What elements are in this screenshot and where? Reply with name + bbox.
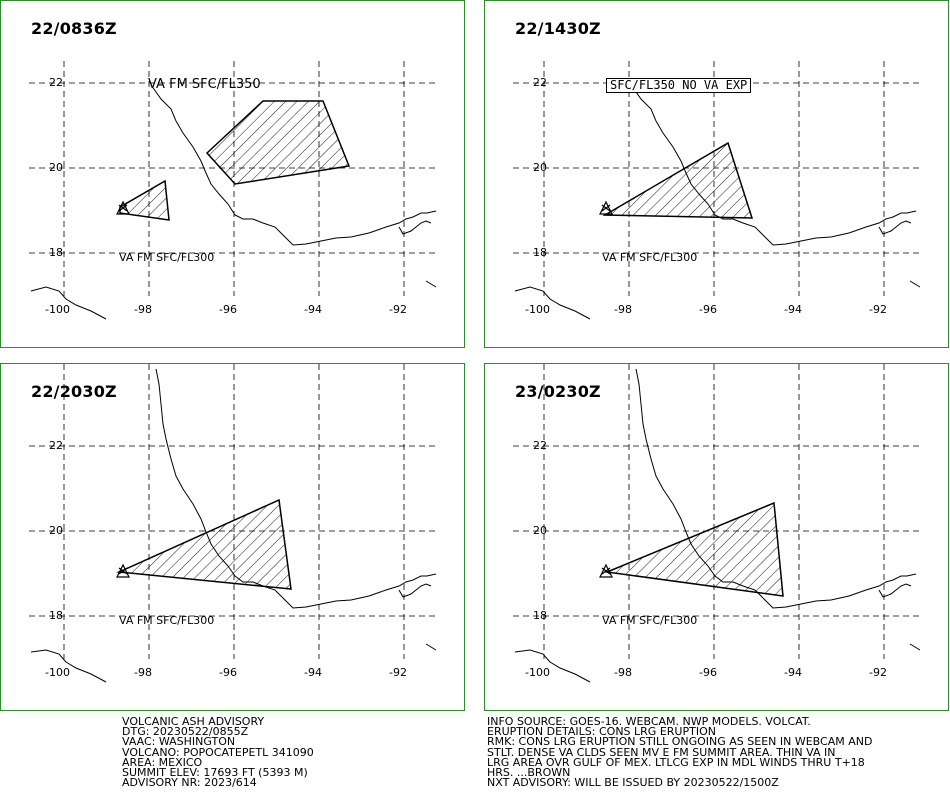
lon-label: -96 [699,303,717,316]
lat-label: 18 [49,246,63,259]
advisory-header-block: VOLCANIC ASH ADVISORY DTG: 20230522/0855… [122,715,314,790]
lon-label: -96 [219,666,237,679]
lon-label: -98 [614,666,632,679]
map-canvas [513,364,921,683]
panel-title: 22/1430Z [515,19,601,38]
advisory-line: RMK: CONS LRG ERUPTION STILL ONGOING AS … [487,735,873,749]
advisory-line: HRS. ...BROWN [487,766,571,780]
lon-label: -98 [134,303,152,316]
map-panel-3: 22/2030Z 22 20 18 -100 -98 -96 -94 -92 V… [0,363,465,711]
map-panel-4: 23/0230Z 22 20 18 -100 -98 -96 -94 -92 V… [484,363,949,711]
advisory-line: VAAC: WASHINGTON [122,735,236,749]
lon-label: -100 [45,303,70,316]
lon-label: -100 [525,303,550,316]
lat-label: 22 [49,439,63,452]
lon-label: -92 [869,303,887,316]
map-canvas [29,61,437,320]
lat-label: 18 [533,609,547,622]
lon-label: -94 [784,303,802,316]
map-panel-1: 22/0836Z 22 20 18 -100 -98 -96 -94 -92 V… [0,0,465,348]
lat-label: 18 [533,246,547,259]
volcano-icon [116,200,130,215]
lon-label: -100 [45,666,70,679]
ash-height-label-bottom: VA FM SFC/FL300 [119,614,215,627]
advisory-line: LRG AREA OVR GULF OF MEX. LTLCG EXP IN M… [487,755,865,769]
lon-label: -94 [784,666,802,679]
advisory-line: ADVISORY NR: 2023/614 [122,776,257,790]
advisory-line: NXT ADVISORY: WILL BE ISSUED BY 20230522… [487,776,779,790]
advisory-line: SUMMIT ELEV: 17693 FT (5393 M) [122,766,308,780]
advisory-line: STLT. DENSE VA CLDS SEEN MV E FM SUMMIT … [487,745,836,759]
map-panel-2: 22/1430Z 22 20 18 -100 -98 -96 -94 -92 S… [484,0,949,348]
lat-label: 20 [533,161,547,174]
lat-label: 22 [533,76,547,89]
lon-label: -92 [389,666,407,679]
lat-label: 22 [49,76,63,89]
lon-label: -100 [525,666,550,679]
lon-label: -94 [304,303,322,316]
lon-label: -94 [304,666,322,679]
lat-label: 20 [533,524,547,537]
advisory-line: INFO SOURCE: GOES-16. WEBCAM. NWP MODELS… [487,715,811,728]
panel-title: 22/2030Z [31,382,117,401]
volcano-icon [116,563,130,578]
lat-label: 18 [49,609,63,622]
ash-height-label-bottom: VA FM SFC/FL300 [602,614,698,627]
lat-label: 20 [49,524,63,537]
lat-label: 22 [533,439,547,452]
lat-label: 20 [49,161,63,174]
map-canvas [513,61,921,320]
volcano-icon [599,563,613,578]
advisory-line: ERUPTION DETAILS: CONS LRG ERUPTION [487,725,716,739]
advisory-line: AREA: MEXICO [122,755,203,769]
ash-height-label-top: VA FM SFC/FL350 [148,77,261,92]
advisory-line: VOLCANIC ASH ADVISORY [122,715,265,728]
lon-label: -96 [219,303,237,316]
advisory-remarks-block: INFO SOURCE: GOES-16. WEBCAM. NWP MODELS… [487,715,873,790]
ash-height-label-bottom: VA FM SFC/FL300 [119,251,215,264]
panel-title: 22/0836Z [31,19,117,38]
lon-label: -98 [614,303,632,316]
advisory-line: DTG: 20230522/0855Z [122,725,249,739]
ash-height-label-top: SFC/FL350 NO VA EXP [606,78,752,93]
lon-label: -92 [869,666,887,679]
lon-label: -96 [699,666,717,679]
map-canvas [29,364,437,683]
lon-label: -98 [134,666,152,679]
volcano-icon [599,200,613,215]
panel-title: 23/0230Z [515,382,601,401]
ash-height-label-bottom: VA FM SFC/FL300 [602,251,698,264]
lon-label: -92 [389,303,407,316]
advisory-line: VOLCANO: POPOCATEPETL 341090 [122,745,314,759]
